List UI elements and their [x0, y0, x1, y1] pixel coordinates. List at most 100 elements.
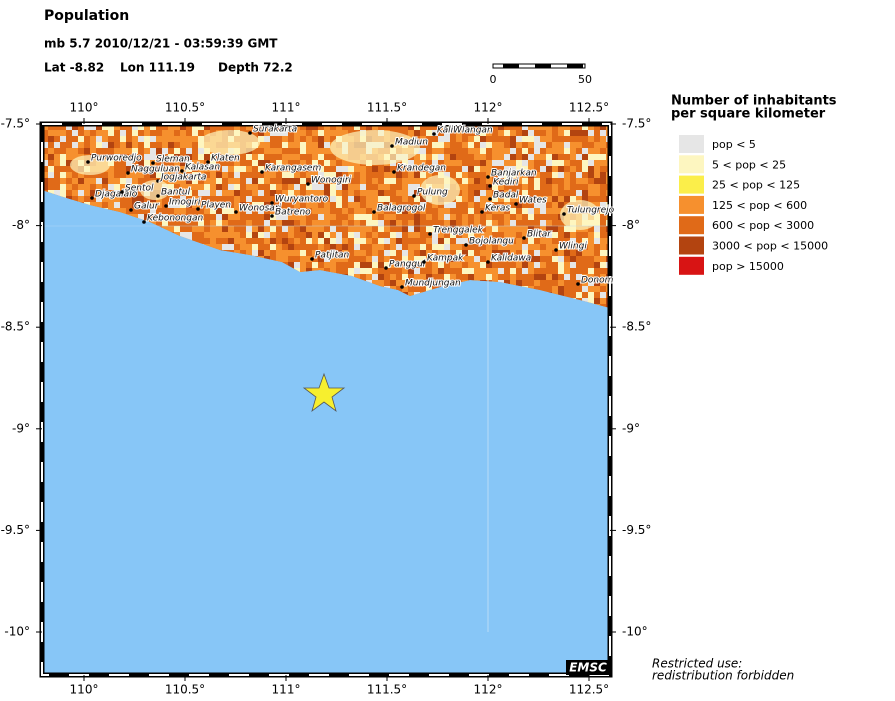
population-cell — [588, 130, 594, 136]
population-cell — [522, 274, 528, 280]
city-dot — [486, 175, 490, 179]
population-cell — [474, 244, 480, 250]
population-cell — [366, 250, 372, 256]
population-cell — [174, 184, 180, 190]
population-cell — [588, 280, 594, 286]
sparse-area — [330, 130, 420, 165]
population-cell — [132, 214, 138, 220]
population-cell — [600, 232, 606, 238]
population-cell — [420, 274, 426, 280]
population-cell — [282, 178, 288, 184]
population-cell — [204, 124, 210, 130]
population-cell — [162, 148, 168, 154]
population-cell — [450, 214, 456, 220]
population-cell — [516, 160, 522, 166]
population-cell — [126, 178, 132, 184]
population-cell — [534, 250, 540, 256]
population-cell — [456, 220, 462, 226]
population-cell — [192, 214, 198, 220]
population-cell — [336, 238, 342, 244]
population-cell — [420, 130, 426, 136]
legend-title: Number of inhabitants — [671, 94, 837, 109]
population-cell — [390, 262, 396, 268]
city-dot — [390, 144, 394, 148]
population-cell — [264, 142, 270, 148]
population-cell — [570, 130, 576, 136]
population-cell — [408, 232, 414, 238]
population-cell — [162, 196, 168, 202]
population-cell — [264, 154, 270, 160]
population-cell — [504, 148, 510, 154]
population-cell — [306, 124, 312, 130]
city-dot — [562, 212, 566, 216]
population-cell — [234, 178, 240, 184]
population-cell — [342, 220, 348, 226]
population-cell — [594, 166, 600, 172]
city-label: Wuryantoro — [275, 195, 329, 205]
population-cell — [294, 262, 300, 268]
population-cell — [444, 268, 450, 274]
population-cell — [156, 166, 162, 172]
population-cell — [282, 130, 288, 136]
population-cell — [186, 190, 192, 196]
population-cell — [432, 148, 438, 154]
city-label: Playen — [201, 201, 231, 211]
population-cell — [192, 160, 198, 166]
population-cell — [252, 190, 258, 196]
population-cell — [402, 190, 408, 196]
population-cell — [576, 250, 582, 256]
population-cell — [180, 184, 186, 190]
population-cell — [186, 226, 192, 232]
population-cell — [198, 196, 204, 202]
population-cell — [42, 178, 48, 184]
population-cell — [468, 220, 474, 226]
population-cell — [510, 196, 516, 202]
population-cell — [396, 232, 402, 238]
population-cell — [258, 124, 264, 130]
city-label: Kalidawa — [491, 254, 531, 264]
population-cell — [582, 136, 588, 142]
population-cell — [300, 160, 306, 166]
population-cell — [348, 226, 354, 232]
population-cell — [66, 190, 72, 196]
population-cell — [186, 196, 192, 202]
population-cell — [300, 220, 306, 226]
population-cell — [60, 136, 66, 142]
population-cell — [582, 250, 588, 256]
population-cell — [486, 130, 492, 136]
population-cell — [528, 238, 534, 244]
population-cell — [174, 202, 180, 208]
population-cell — [498, 136, 504, 142]
population-cell — [594, 262, 600, 268]
population-cell — [240, 202, 246, 208]
population-cell — [402, 160, 408, 166]
population-cell — [210, 238, 216, 244]
population-cell — [324, 202, 330, 208]
population-cell — [198, 184, 204, 190]
population-cell — [390, 244, 396, 250]
population-cell — [330, 136, 336, 142]
population-cell — [264, 166, 270, 172]
population-cell — [312, 184, 318, 190]
population-cell — [66, 172, 72, 178]
population-cell — [228, 238, 234, 244]
population-cell — [126, 136, 132, 142]
population-cell — [186, 172, 192, 178]
population-cell — [498, 244, 504, 250]
population-cell — [462, 250, 468, 256]
population-cell — [528, 178, 534, 184]
population-cell — [60, 130, 66, 136]
population-cell — [516, 250, 522, 256]
population-cell — [180, 220, 186, 226]
population-cell — [126, 190, 132, 196]
population-cell — [432, 136, 438, 142]
population-cell — [468, 190, 474, 196]
population-cell — [528, 280, 534, 286]
city-label: Patjitan — [315, 251, 350, 261]
population-cell — [402, 238, 408, 244]
population-cell — [390, 274, 396, 280]
population-cell — [270, 244, 276, 250]
population-cell — [576, 178, 582, 184]
population-cell — [150, 220, 156, 226]
population-cell — [414, 136, 420, 142]
